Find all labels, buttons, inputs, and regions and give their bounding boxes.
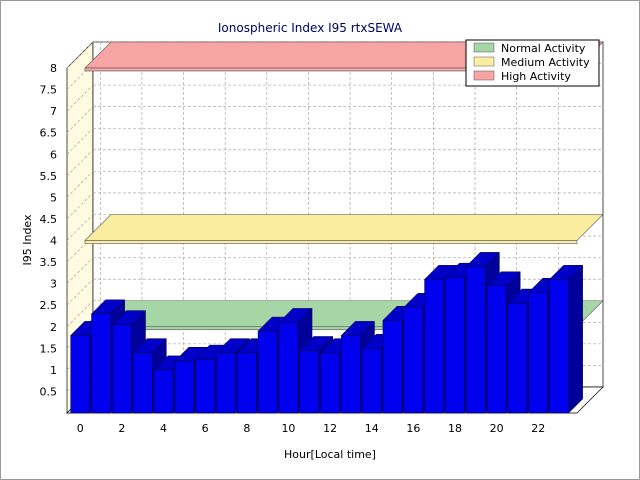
y-tick-label: 1	[50, 364, 57, 377]
grid-line-y-side	[66, 128, 94, 155]
grid-line-y-side	[66, 278, 94, 306]
grid-line-y-side	[66, 41, 94, 69]
x-tick-label: 22	[531, 422, 545, 435]
bar-6	[195, 358, 216, 414]
x-tick-label: 20	[490, 422, 504, 435]
x-tick-label: 12	[323, 422, 337, 435]
x-tick-label: 6	[202, 422, 209, 435]
grid-line-y-side	[66, 171, 94, 198]
legend-label-medium: Medium Activity	[501, 56, 590, 69]
chart-title: Ionospheric Index I95 rtxSEWA	[218, 21, 403, 35]
legend-label-high: High Activity	[501, 70, 571, 83]
x-axis-label: Hour[Local time]	[284, 448, 376, 461]
bar-0	[70, 335, 91, 414]
bar-22	[528, 292, 549, 414]
bar-5	[174, 361, 195, 414]
bar-15	[382, 320, 403, 414]
x-tick-label: 18	[448, 422, 462, 435]
y-tick-label: 2.5	[40, 299, 58, 312]
bar-1	[91, 313, 111, 414]
bar-14	[361, 348, 382, 414]
x-tick-label: 4	[160, 422, 167, 435]
band-front-1	[84, 240, 578, 244]
x-tick-label: 0	[77, 422, 84, 435]
bar-10	[278, 322, 299, 414]
y-tick-label: 7	[50, 105, 57, 118]
grid-line-y-side	[66, 214, 94, 241]
bar-12	[320, 352, 340, 414]
bar-21	[507, 302, 528, 414]
y-axis-label: I95 Index	[21, 214, 34, 266]
y-tick-label: 6.5	[40, 127, 58, 140]
grid-line-y-side	[66, 106, 94, 133]
grid-line-y-side	[66, 300, 94, 327]
grid-line-y-side	[66, 192, 94, 220]
bar-4	[153, 369, 174, 414]
bar-2	[112, 324, 132, 414]
y-tick-label: 2	[50, 321, 57, 334]
bars-group	[70, 251, 584, 414]
y-tick-label: 4.5	[40, 213, 58, 226]
bar-8	[236, 352, 257, 414]
band-top-1	[84, 214, 604, 241]
x-tick-label: 10	[281, 422, 295, 435]
x-tick-label: 2	[118, 422, 125, 435]
bar-9	[257, 330, 278, 414]
bar-11	[299, 350, 320, 414]
grid-line-y-side	[66, 257, 94, 284]
y-tick-label: 5	[50, 191, 57, 204]
y-tick-label: 4	[50, 235, 57, 248]
x-tick-label: 8	[243, 422, 250, 435]
y-tick-label: 0.5	[40, 385, 58, 398]
bar-13	[341, 335, 361, 414]
grid-line-y-side	[66, 84, 94, 112]
y-tick-label: 3	[50, 278, 57, 291]
bar-18	[445, 276, 465, 414]
y-tick-label: 7.5	[40, 84, 58, 97]
y-tick-label: 1.5	[40, 342, 58, 355]
x-tick-label: 14	[365, 422, 379, 435]
bar-7	[216, 352, 236, 414]
x-tick-labels: 0 2 4 6 8 10 12 14 16 18 20 22	[77, 422, 545, 435]
x-tick-label: 16	[406, 422, 420, 435]
grid-line-y-side	[66, 149, 94, 177]
legend-swatch-medium	[473, 56, 495, 67]
legend-swatch-high	[473, 70, 495, 81]
bar-side-23	[568, 264, 583, 414]
y-tick-label: 8	[50, 62, 57, 75]
bar-20	[486, 285, 507, 414]
bar-19	[465, 266, 486, 414]
y-tick-labels: 0.5 1 1.5 2 2.5 3 3.5 4 4.5 5 5.5 6 6.5 7 7.5 8	[40, 62, 58, 398]
bar-16	[403, 307, 424, 414]
legend-label-normal: Normal Activity	[501, 42, 586, 55]
y-tick-label: 5.5	[40, 170, 58, 183]
legend: Normal Activity Medium Activity High Act…	[465, 39, 600, 87]
y-tick-label: 6	[50, 148, 57, 161]
bar-3	[132, 352, 153, 414]
bar-23	[549, 279, 569, 414]
bar-17	[424, 279, 444, 414]
y-tick-label: 3.5	[40, 256, 58, 269]
legend-swatch-normal	[473, 42, 495, 53]
